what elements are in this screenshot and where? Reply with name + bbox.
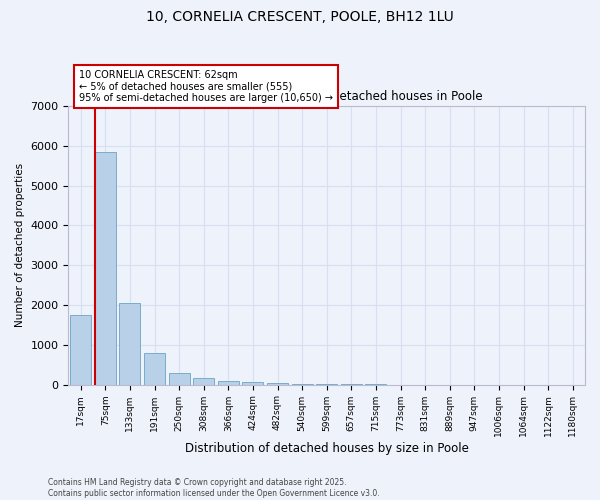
Bar [267, 383, 288, 384]
Bar [193, 378, 214, 384]
Text: Contains HM Land Registry data © Crown copyright and database right 2025.
Contai: Contains HM Land Registry data © Crown c… [48, 478, 380, 498]
Text: 10 CORNELIA CRESCENT: 62sqm
← 5% of detached houses are smaller (555)
95% of sem: 10 CORNELIA CRESCENT: 62sqm ← 5% of deta… [79, 70, 333, 103]
Title: Size of property relative to detached houses in Poole: Size of property relative to detached ho… [170, 90, 483, 104]
Y-axis label: Number of detached properties: Number of detached properties [15, 164, 25, 328]
Bar [119, 303, 140, 384]
Bar [242, 382, 263, 384]
Bar [169, 372, 190, 384]
X-axis label: Distribution of detached houses by size in Poole: Distribution of detached houses by size … [185, 442, 469, 455]
Text: 10, CORNELIA CRESCENT, POOLE, BH12 1LU: 10, CORNELIA CRESCENT, POOLE, BH12 1LU [146, 10, 454, 24]
Bar [218, 380, 239, 384]
Bar [70, 315, 91, 384]
Bar [144, 353, 165, 384]
Bar [95, 152, 116, 384]
